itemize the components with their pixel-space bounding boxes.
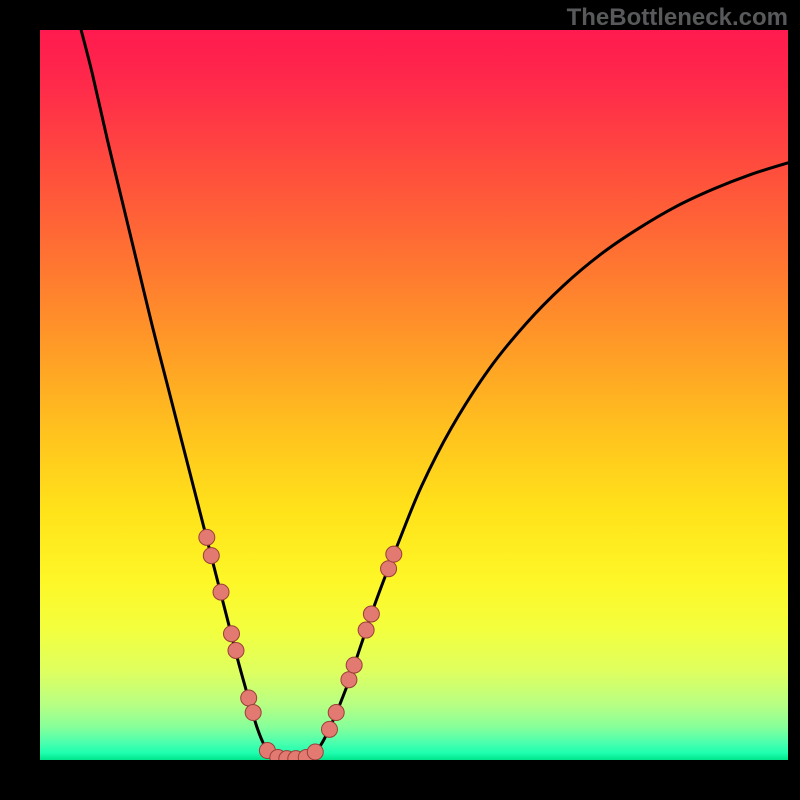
data-point	[228, 643, 244, 659]
gradient-background	[40, 30, 788, 760]
figure-root: TheBottleneck.com	[0, 0, 800, 800]
data-point	[199, 529, 215, 545]
data-point	[328, 705, 344, 721]
data-point	[358, 622, 374, 638]
watermark-text: TheBottleneck.com	[567, 4, 788, 32]
data-point	[241, 690, 257, 706]
data-point	[203, 548, 219, 564]
data-point	[213, 584, 229, 600]
chart-svg	[40, 30, 788, 760]
data-point	[341, 672, 357, 688]
data-point	[245, 705, 261, 721]
data-point	[381, 561, 397, 577]
data-point	[321, 721, 337, 737]
plot-area	[40, 30, 788, 760]
data-point	[346, 657, 362, 673]
data-point	[307, 744, 323, 760]
data-point	[386, 546, 402, 562]
data-point	[363, 606, 379, 622]
data-point	[223, 626, 239, 642]
